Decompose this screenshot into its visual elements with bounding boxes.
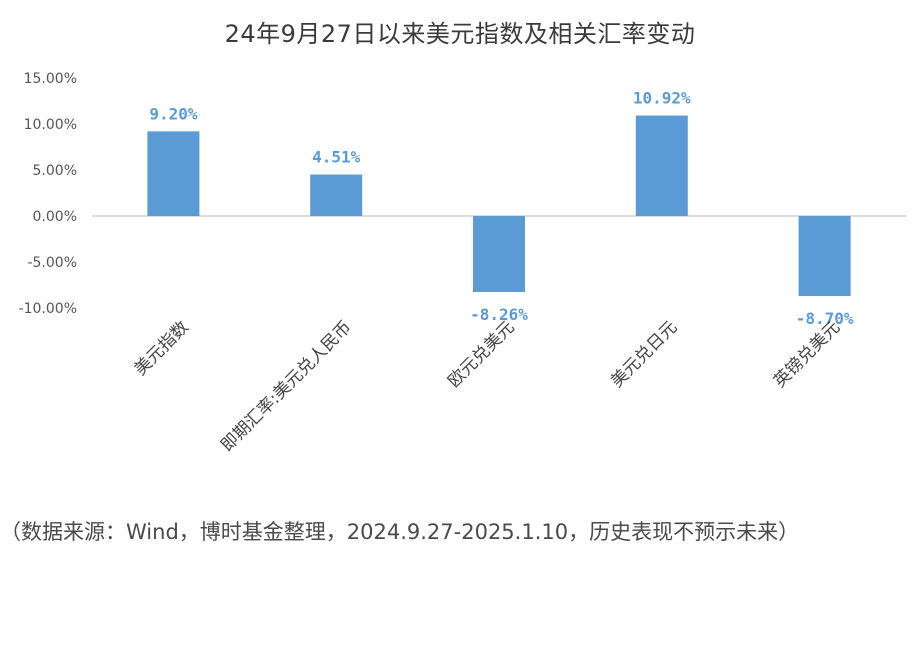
bar	[798, 216, 851, 297]
bar	[310, 174, 363, 216]
y-tick-label: 10.00%	[24, 117, 77, 133]
data-label: -8.26%	[470, 305, 528, 324]
x-category-label: 欧元兑美元	[444, 317, 518, 391]
bar	[473, 216, 525, 292]
y-tick-label: -5.00%	[27, 255, 77, 271]
y-tick-label: -10.00%	[19, 301, 77, 317]
data-label: 4.51%	[312, 148, 361, 167]
source-note: （数据来源：Wind，博时基金整理，2024.9.27-2025.1.10，历史…	[0, 520, 800, 544]
bar	[635, 115, 688, 216]
data-label: -8.70%	[796, 309, 854, 328]
x-category-label: 美元指数	[131, 317, 193, 379]
x-category-label: 英镑兑美元	[770, 317, 844, 391]
chart-title: 24年9月27日以来美元指数及相关汇率变动	[224, 20, 696, 48]
x-category-label: 即期汇率:美元兑人民币	[217, 317, 355, 455]
bars	[147, 115, 851, 297]
x-axis-labels: 美元指数 即期汇率:美元兑人民币 欧元兑美元 美元兑日元 英镑兑美元	[131, 317, 844, 455]
data-label: 9.20%	[149, 104, 198, 123]
y-tick-label: 15.00%	[24, 71, 77, 87]
data-label: 10.92%	[633, 89, 691, 108]
data-labels: 9.20% 4.51% -8.26% 10.92% -8.70%	[149, 89, 854, 329]
x-category-label: 美元兑日元	[607, 317, 681, 391]
y-axis-labels: 15.00% 10.00% 5.00% 0.00% -5.00% -10.00%	[19, 71, 77, 317]
bar-chart: 15.00% 10.00% 5.00% 0.00% -5.00% -10.00% 9.20…	[19, 71, 906, 456]
y-tick-label: 5.00%	[33, 163, 77, 179]
bar	[147, 131, 200, 216]
y-tick-label: 0.00%	[33, 209, 77, 225]
